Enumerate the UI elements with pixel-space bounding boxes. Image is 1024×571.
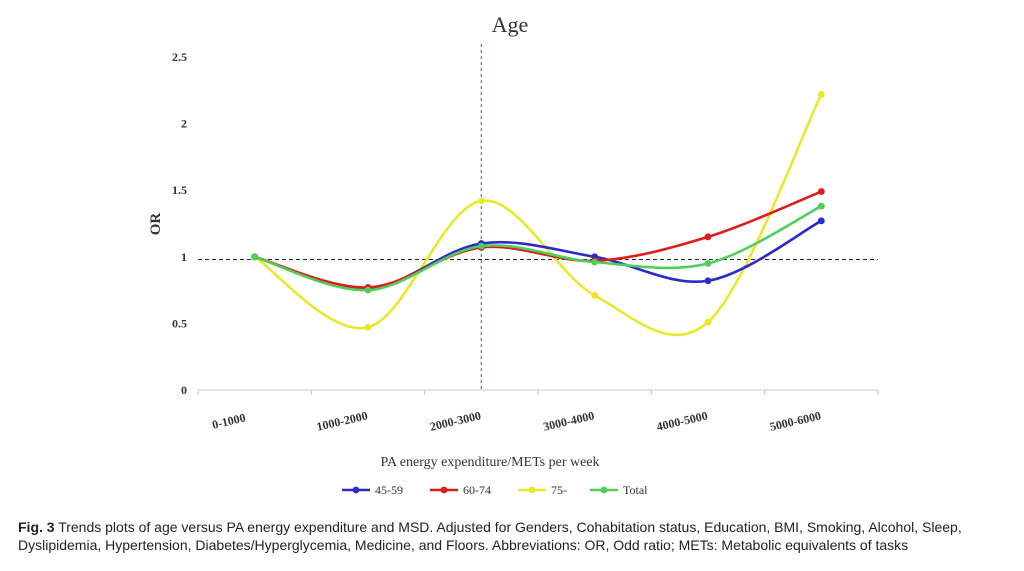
figure-caption: Fig. 3 Trends plots of age versus PA ene… <box>18 518 1018 554</box>
caption-label: Fig. 3 <box>18 519 55 535</box>
legend-label: 75- <box>551 483 567 497</box>
data-point <box>817 90 825 98</box>
series-layer <box>251 90 825 337</box>
legend-label: Total <box>623 483 648 497</box>
legend-swatch-marker <box>352 486 360 494</box>
data-point <box>364 286 372 294</box>
legend: 45-59 60-74 75- Total <box>342 483 648 497</box>
x-tick-label: 0-1000 <box>211 410 247 431</box>
legend-swatch-marker <box>600 486 608 494</box>
data-point <box>591 258 599 266</box>
data-point <box>817 217 825 225</box>
data-point <box>817 188 825 195</box>
y-tick-label: 0 <box>181 383 187 397</box>
data-point <box>704 260 712 267</box>
x-tick-label: 4000-5000 <box>655 408 709 433</box>
legend-label: 60-74 <box>463 483 491 497</box>
series-line <box>253 93 823 337</box>
legend-item: Total <box>590 483 648 497</box>
chart-title: Age <box>492 12 529 37</box>
legend-item: 75- <box>518 483 567 497</box>
legend-item: 60-74 <box>430 483 491 497</box>
data-point <box>251 253 259 261</box>
series-line <box>254 205 822 292</box>
data-point <box>591 292 599 299</box>
data-point <box>477 242 485 250</box>
y-tick-label: 2.5 <box>172 50 187 64</box>
data-point <box>704 233 712 241</box>
series-line <box>254 190 822 289</box>
y-axis-label: OR <box>148 213 164 236</box>
x-axis-label: PA energy expenditure/METs per week <box>380 455 599 470</box>
series-total <box>251 202 825 294</box>
legend-label: 45-59 <box>375 483 403 497</box>
x-tick-label: 5000-6000 <box>769 408 823 433</box>
x-tick-label: 3000-4000 <box>542 408 596 433</box>
x-tick-label: 2000-3000 <box>429 408 483 433</box>
data-point <box>364 323 372 331</box>
series-line <box>254 219 822 291</box>
y-tick-label: 0.5 <box>172 316 187 330</box>
axes: 0-1000 1000-2000 2000-3000 3000-4000 4000-50… <box>172 50 879 434</box>
data-point <box>704 318 712 326</box>
y-tick-label: 1.5 <box>172 183 187 197</box>
data-point <box>477 197 485 205</box>
legend-swatch-marker <box>528 486 536 494</box>
data-point <box>817 202 825 210</box>
y-tick-label: 1 <box>181 250 187 264</box>
legend-item: 45-59 <box>342 483 403 497</box>
x-tick-label: 1000-2000 <box>315 408 369 433</box>
data-point <box>704 277 712 285</box>
series-75 <box>251 90 825 337</box>
y-tick-label: 2 <box>181 117 187 131</box>
chart: Age OR PA energy expenditure/METs per we… <box>148 12 879 497</box>
reference-lines <box>198 44 878 390</box>
series-45-59 <box>251 217 825 293</box>
caption-text: Trends plots of age versus PA energy exp… <box>18 519 962 553</box>
legend-swatch-marker <box>440 486 448 494</box>
